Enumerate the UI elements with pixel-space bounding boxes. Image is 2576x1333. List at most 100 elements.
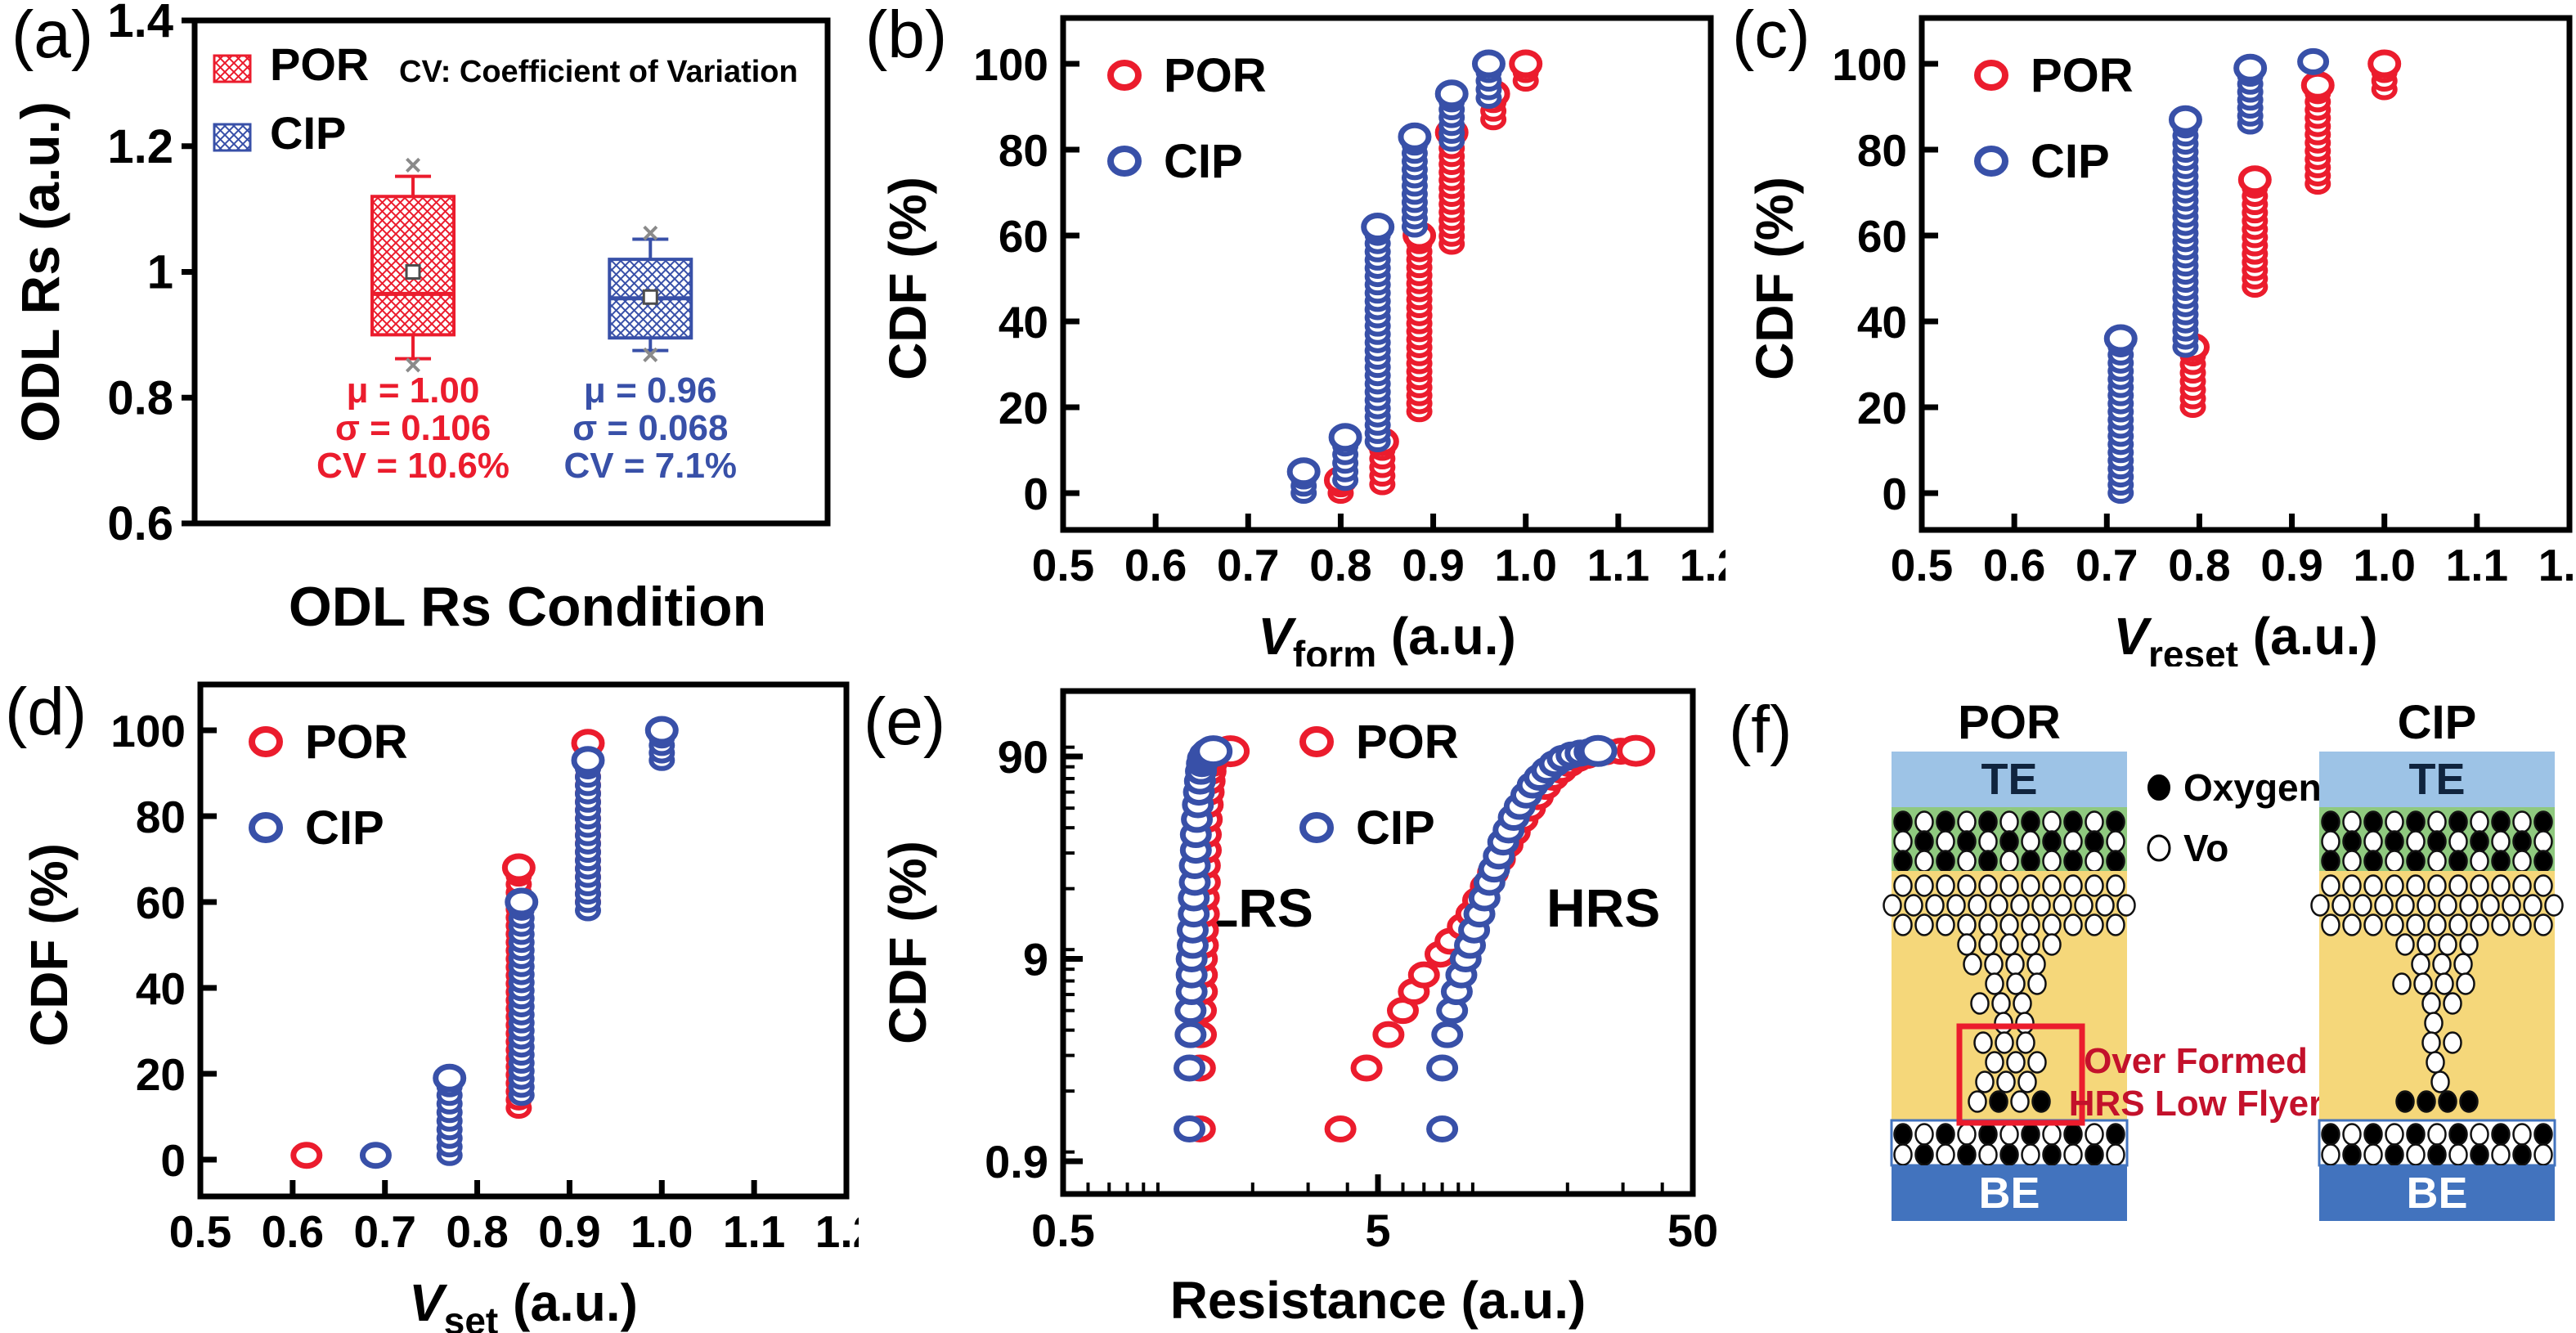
vo-vacancy — [1978, 1143, 1998, 1166]
series-por-hrs — [1324, 734, 1656, 1142]
cv-note: CV: Coefficient of Variation — [399, 55, 798, 89]
oxygen-legend-label: Oxygen — [2183, 766, 2322, 809]
vo-vacancy — [2392, 972, 2412, 995]
vo-vacancy — [2042, 1123, 2062, 1146]
oxygen-ion — [2533, 850, 2553, 873]
vo-vacancy — [1999, 874, 2019, 897]
vo-vacancy — [2042, 933, 2062, 956]
legend-label-por: POR — [1356, 716, 1459, 769]
y-tick-label: 0 — [160, 1135, 186, 1186]
vo-vacancy — [2533, 1143, 2553, 1166]
vo-vacancy — [1991, 992, 2011, 1015]
vo-vacancy — [2470, 913, 2489, 936]
vo-vacancy — [2310, 894, 2330, 917]
vo-vacancy — [1996, 1070, 2016, 1093]
x-axis-title: ODL Rs Condition — [289, 576, 766, 638]
legend-label-por: POR — [305, 716, 408, 769]
column-top-marker — [1434, 79, 1469, 109]
vo-vacancy — [2411, 953, 2430, 976]
vo-vacancy — [2006, 972, 2026, 995]
vo-vacancy — [2502, 894, 2521, 917]
vo-vacancy — [1946, 894, 1966, 917]
vo-vacancy — [2363, 913, 2383, 936]
vo-vacancy — [2459, 894, 2479, 917]
x-tick-label: 0.5 — [1031, 1205, 1095, 1256]
vo-vacancy — [2026, 953, 2046, 976]
x-axis-title: Resistance (a.u.) — [1170, 1271, 1586, 1330]
vo-vacancy — [2085, 850, 2104, 873]
column-top-marker — [1328, 423, 1362, 452]
vo-vacancy — [2005, 953, 2025, 976]
legend-label-cip: CIP — [1164, 135, 1243, 188]
oxygen-ion — [2106, 810, 2125, 833]
te-label: TE — [2408, 755, 2465, 804]
vo-vacancy — [2512, 874, 2532, 897]
x-tick-label: 1.0 — [2353, 540, 2415, 590]
oxygen-ion — [2438, 1090, 2457, 1113]
outlier-marker: × — [642, 338, 659, 371]
vo-vacancy — [1995, 1031, 2014, 1054]
y-tick-label: 0.6 — [107, 497, 173, 550]
column-top-marker — [2367, 49, 2402, 79]
vo-vacancy — [1936, 830, 1955, 853]
y-axis: 0 20 40 60 80 100 — [973, 39, 1079, 519]
oxygen-ion — [2021, 810, 2040, 833]
be-label: BE — [2406, 1169, 2467, 1218]
annotation-lrs: LRS — [1205, 877, 1313, 938]
oxygen-ion — [2363, 1123, 2383, 1146]
data-point — [1194, 735, 1233, 768]
vo-vacancy — [2385, 850, 2404, 873]
stat-text: σ = 0.068 — [572, 408, 728, 448]
panel-label-c: (c) — [1732, 0, 1811, 72]
y-tick-label: 80 — [999, 125, 1048, 176]
vo-vacancy — [2406, 830, 2426, 853]
vo-vacancy — [2321, 830, 2340, 853]
vo-vacancy — [1957, 1123, 1977, 1146]
oxygen-ion — [2406, 810, 2426, 833]
panel-label-b: (b) — [865, 0, 948, 72]
series-por — [2176, 49, 2402, 418]
column-top-marker — [2233, 53, 2268, 83]
vo-vacancy — [2533, 913, 2553, 936]
oxygen-ion — [2021, 850, 2040, 873]
column-top-marker — [2103, 324, 2138, 353]
y-axis-title: ODL Rs (a.u.) — [10, 101, 70, 442]
vo-vacancy — [1914, 913, 1934, 936]
vo-vacancy — [2427, 850, 2447, 873]
oxygen-ion — [2470, 830, 2489, 853]
oxygen-ion — [1936, 1123, 1955, 1146]
oxygen-ion — [1893, 1123, 1913, 1146]
vo-vacancy — [1985, 1051, 2004, 1074]
vo-vacancy — [2432, 953, 2452, 976]
x-tick-label: 0.6 — [1983, 540, 2045, 590]
vo-vacancy — [1978, 830, 1998, 853]
vo-legend-label: Vo — [2183, 827, 2228, 869]
be-layer — [1892, 1165, 2127, 1221]
vo-vacancy — [1994, 1012, 2013, 1035]
x-tick-label: 0.7 — [2076, 540, 2138, 590]
oxygen-ion — [2106, 1123, 2125, 1146]
y-tick-label: 20 — [1857, 383, 1907, 433]
panel-label-d: (d) — [5, 675, 88, 749]
stat-text: CV = 10.6% — [316, 446, 509, 486]
x-tick-label: 0.5 — [1891, 540, 1953, 590]
vo-vacancy — [1893, 874, 1913, 897]
vo-vacancy — [2042, 874, 2062, 897]
vo-legend-icon — [2147, 834, 2171, 862]
y-tick-label: 0.8 — [107, 371, 173, 424]
vo-vacancy — [2427, 1123, 2447, 1146]
series-cip-lrs — [1174, 735, 1233, 1142]
vo-vacancy — [2095, 894, 2115, 917]
legend: POR CIP — [213, 38, 369, 159]
y-axis-title: CDF (%) — [20, 843, 79, 1047]
x-tick-label: 0.9 — [2260, 540, 2322, 590]
vo-vacancy — [2385, 913, 2404, 936]
y-tick-label: 1 — [147, 246, 173, 299]
vo-vacancy — [2459, 933, 2479, 956]
vo-vacancy — [1968, 894, 1987, 917]
oxygen-ion — [2512, 1143, 2532, 1166]
vo-vacancy — [1968, 1090, 1987, 1113]
oxygen-ion — [2417, 1090, 2436, 1113]
